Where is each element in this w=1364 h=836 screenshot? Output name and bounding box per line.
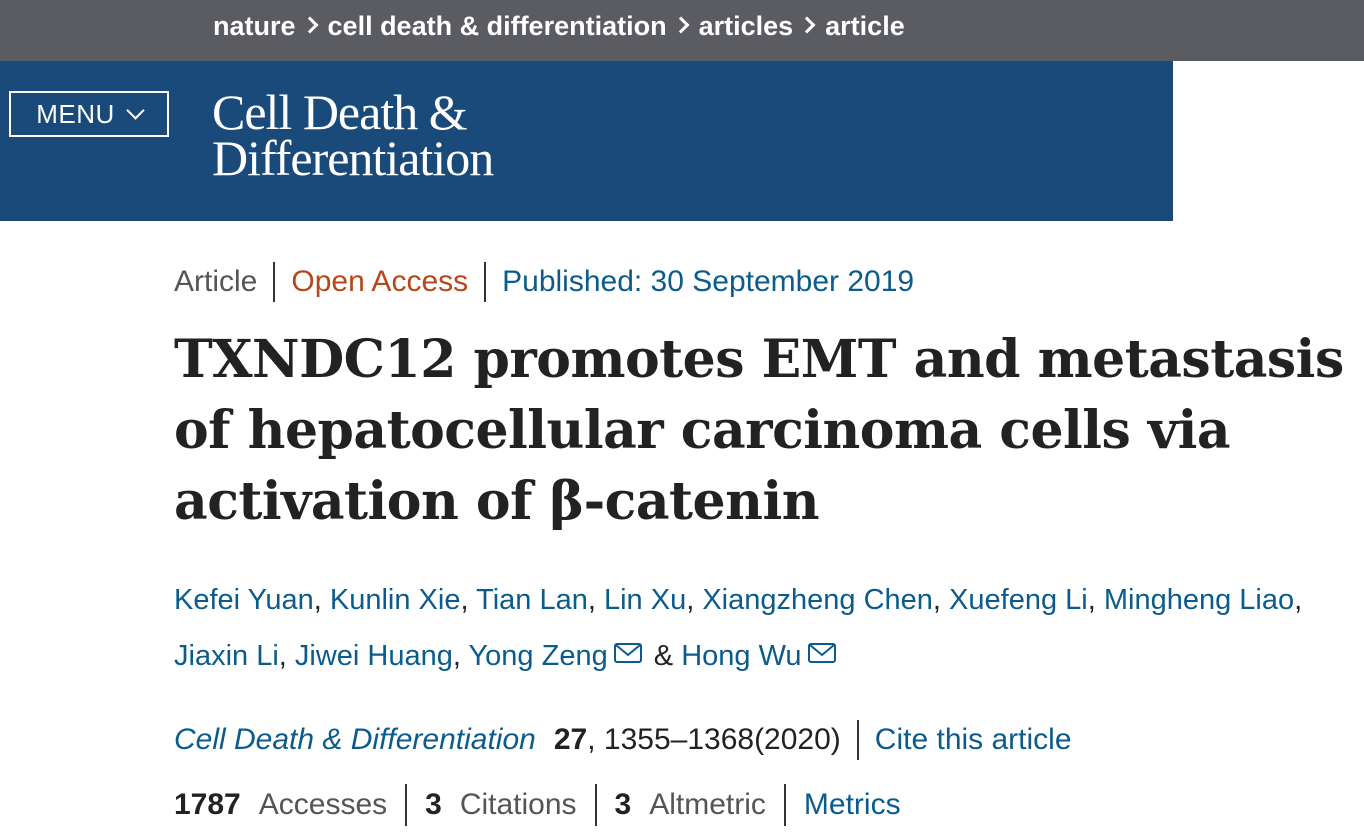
author-separator: , [1294, 584, 1303, 616]
author-link[interactable]: Jiaxin Li [174, 640, 279, 672]
author-list: Kefei Yuan, Kunlin Xie, Tian Lan, Lin Xu… [174, 572, 1359, 684]
author-link[interactable]: Kunlin Xie [329, 584, 461, 616]
author-separator: , [1087, 584, 1104, 616]
pages-year: , 1355–1368(2020) [587, 723, 841, 756]
article-type: Article [174, 265, 258, 298]
author-separator: , [587, 584, 604, 616]
citation-line: Cell Death & Differentiation 27 , 1355–1… [174, 720, 1072, 760]
journal-banner: MENU Cell Death & Differentiation [0, 61, 1173, 221]
author-link[interactable]: Jiwei Huang [294, 640, 453, 672]
journal-logo-line1: Cell Death & [212, 84, 468, 140]
menu-button[interactable]: MENU [9, 91, 169, 137]
breadcrumb-item-current: article [825, 10, 905, 41]
author-link[interactable]: Kefei Yuan [174, 584, 314, 616]
author-separator: , [460, 584, 477, 616]
author-separator: , [278, 640, 295, 672]
author-link[interactable]: Lin Xu [603, 584, 687, 616]
altmetric-label: Altmetric [649, 788, 766, 821]
altmetric-count: 3 [614, 788, 632, 821]
accesses-count: 1787 [174, 788, 241, 821]
author-link[interactable]: Mingheng Liao [1103, 584, 1295, 616]
breadcrumb-bar: nature cell death & differentiation arti… [0, 0, 1364, 61]
divider [405, 784, 408, 826]
chevron-right-icon [301, 16, 319, 34]
mail-icon[interactable] [613, 643, 642, 663]
accesses-label: Accesses [258, 788, 388, 821]
author-link[interactable]: Xuefeng Li [949, 584, 1088, 616]
published-date: Published: 30 September 2019 [502, 265, 915, 298]
chevron-right-icon [672, 16, 690, 34]
chevron-right-icon [798, 16, 816, 34]
breadcrumb-item-journal[interactable]: cell death & differentiation [327, 10, 667, 41]
breadcrumb: nature cell death & differentiation arti… [213, 0, 905, 52]
mail-icon[interactable] [807, 643, 836, 663]
menu-button-label: MENU [36, 98, 115, 129]
author-separator: , [686, 584, 703, 616]
divider [484, 262, 487, 302]
author-separator: , [932, 584, 950, 616]
author-link[interactable]: Tian Lan [476, 584, 588, 616]
author-separator: , [313, 584, 330, 616]
divider [783, 784, 786, 826]
metrics-link[interactable]: Metrics [803, 788, 901, 821]
author-link[interactable]: Hong Wu [681, 640, 802, 672]
citations-label: Citations [459, 788, 577, 821]
journal-name-link[interactable]: Cell Death & Differentiation [174, 723, 536, 756]
citations-count: 3 [425, 788, 442, 821]
breadcrumb-item-articles[interactable]: articles [698, 10, 794, 41]
divider [594, 784, 597, 826]
divider [856, 720, 859, 760]
author-separator: & [645, 640, 682, 672]
author-link[interactable]: Xiangzheng Chen [702, 584, 933, 616]
journal-logo-line2: Differentiation [212, 130, 494, 186]
journal-logo[interactable]: Cell Death & Differentiation [212, 84, 494, 186]
divider [273, 262, 276, 302]
chevron-down-icon [126, 100, 145, 120]
breadcrumb-item-nature[interactable]: nature [213, 10, 296, 41]
cite-article-link[interactable]: Cite this article [874, 723, 1072, 756]
author-link[interactable]: Yong Zeng [468, 640, 608, 672]
article-title: TXNDC12 promotes EMT and metastasis of h… [174, 329, 1344, 532]
author-separator: , [452, 640, 469, 672]
article-meta: Article Open Access Published: 30 Septem… [174, 262, 914, 302]
volume: 27 [553, 723, 588, 756]
metrics-row: 1787 Accesses 3 Citations 3 Altmetric Me… [174, 784, 901, 826]
open-access-label: Open Access [291, 265, 469, 298]
